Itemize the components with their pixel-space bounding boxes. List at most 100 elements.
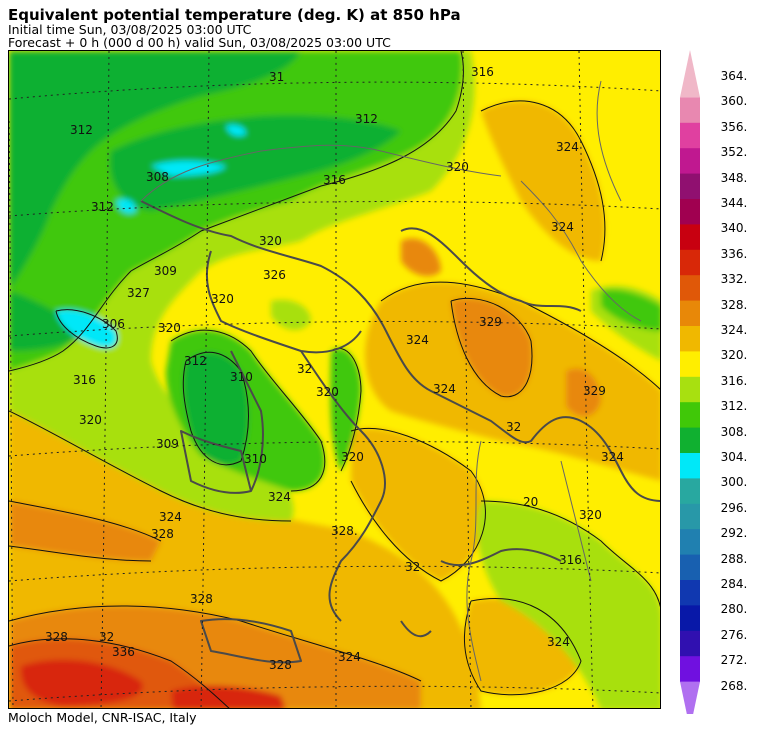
colorbar-swatch bbox=[680, 453, 700, 479]
field-308-312-central bbox=[183, 352, 249, 465]
colorbar-swatch bbox=[680, 630, 700, 657]
colorbar-tick-label: 352. bbox=[720, 145, 748, 160]
contour-label: 312 bbox=[355, 112, 378, 126]
contour-label: 336 bbox=[112, 645, 135, 659]
colorbar-legend bbox=[680, 50, 700, 714]
colorbar-tick-label: 288. bbox=[720, 551, 748, 566]
colorbar-tick-label: 284. bbox=[720, 577, 748, 591]
contour-label: 316 bbox=[73, 373, 96, 387]
field-328-332-southwest bbox=[9, 501, 161, 561]
colorbar-swatch bbox=[680, 249, 700, 276]
field-328-332-east bbox=[451, 298, 532, 397]
contour-label: 328 bbox=[45, 630, 68, 644]
contour-label: 329 bbox=[479, 315, 502, 329]
colorbar-tick-label: 296. bbox=[720, 500, 748, 515]
contour-label: 328 bbox=[269, 658, 292, 672]
field-304-308-alps1 bbox=[151, 160, 226, 176]
contour-label: 320 bbox=[579, 508, 602, 522]
colorbar-swatch bbox=[680, 351, 700, 378]
colorbar-swatch bbox=[680, 50, 700, 98]
field-308-312-west bbox=[9, 291, 91, 351]
colorbar-tick-label: 348. bbox=[720, 170, 748, 185]
field-308-312-north bbox=[9, 51, 301, 291]
colorbar-swatch bbox=[680, 376, 700, 403]
field-336-340-south2 bbox=[171, 685, 286, 708]
theta-e-field-map: 312 31 316 312 308 312 320 316 324 324 320 326 309 32… bbox=[9, 51, 660, 708]
contour-label: 324 bbox=[551, 220, 574, 234]
map-title: Equivalent potential temperature (deg. K… bbox=[8, 6, 461, 24]
colorbar-tick-label: 272. bbox=[720, 653, 748, 668]
colorbar-tick-label: 328. bbox=[720, 297, 748, 312]
colorbar-swatch bbox=[680, 580, 700, 606]
colorbar-swatch bbox=[680, 224, 700, 251]
contour-label: 309 bbox=[156, 437, 179, 451]
forecast-valid-time: Forecast + 0 h (000 d 00 h) valid Sun, 0… bbox=[8, 35, 391, 50]
field-324-328-central bbox=[351, 428, 486, 581]
colorbar-tick-label: 316. bbox=[720, 373, 748, 388]
colorbar-swatch bbox=[680, 656, 700, 683]
contour-label: 316. bbox=[559, 553, 586, 567]
colorbar-tick-label: 356. bbox=[720, 119, 748, 134]
contour-label: 326 bbox=[263, 268, 286, 282]
contour-label: 20 bbox=[523, 495, 538, 509]
contour-label: 324 bbox=[601, 450, 624, 464]
colorbar-tick-label: 304. bbox=[720, 450, 748, 464]
contour-label: 320 bbox=[446, 160, 469, 174]
colorbar-swatch bbox=[680, 402, 700, 429]
field-316-320-southeast bbox=[477, 501, 660, 708]
contour-label: 324 bbox=[406, 333, 429, 347]
contour-label: 316 bbox=[323, 173, 346, 187]
contour-label: 308 bbox=[146, 170, 169, 184]
colorbar-tick-label: 280. bbox=[720, 602, 748, 617]
graticule bbox=[9, 51, 660, 708]
contour-label: 329 bbox=[583, 384, 606, 398]
colorbar-swatch bbox=[680, 275, 700, 302]
contour-label: 324 bbox=[338, 650, 361, 664]
map-panel[interactable]: 312 31 316 312 308 312 320 316 324 324 320 326 309 32… bbox=[8, 50, 661, 709]
contour-label: 310 bbox=[230, 370, 253, 384]
initial-time: Initial time Sun, 03/08/2025 03:00 UTC bbox=[8, 22, 252, 37]
colorbar-swatch bbox=[680, 605, 700, 632]
contour-labels: 312 31 316 312 308 312 320 316 324 324 320 326 309 32… bbox=[45, 65, 624, 672]
colorbar-swatch bbox=[680, 148, 700, 175]
colorbar-tick-label: 344. bbox=[720, 196, 748, 210]
coastlines bbox=[140, 200, 660, 664]
colorbar-swatch bbox=[680, 681, 700, 714]
field-304-308-gulf bbox=[56, 309, 118, 348]
field-324-328-northeast bbox=[481, 101, 605, 261]
contour-label: 328 bbox=[190, 592, 213, 606]
contour-label: 316 bbox=[471, 65, 494, 79]
colorbar-tick-label: 336. bbox=[720, 246, 748, 261]
colorbar-tick-label: 308. bbox=[720, 424, 748, 439]
contour-label: 320 bbox=[316, 385, 339, 399]
contour-label: 309 bbox=[154, 264, 177, 278]
contour-label: 306 bbox=[102, 317, 125, 331]
contour-label: 31 bbox=[269, 70, 284, 84]
contour-label: 32 bbox=[506, 420, 521, 434]
colorbar-swatch bbox=[680, 529, 700, 556]
contour-label: 320 bbox=[79, 413, 102, 427]
contour-label: 312 bbox=[184, 354, 207, 368]
field-312-316-ridge bbox=[330, 348, 361, 471]
colorbar-swatch bbox=[680, 478, 700, 505]
contour-label: 324 bbox=[159, 510, 182, 524]
contour-label: 32 bbox=[297, 362, 312, 376]
contour-label: 320 bbox=[211, 292, 234, 306]
contour-label: 324 bbox=[433, 382, 456, 396]
colorbar-tick-label: 292. bbox=[720, 526, 748, 541]
field-316-320-islet bbox=[271, 299, 311, 331]
colorbar-tick-label: 276. bbox=[720, 627, 748, 642]
model-credit: Moloch Model, CNR-ISAC, Italy bbox=[8, 710, 197, 725]
contour-label: 32 bbox=[405, 560, 420, 574]
colorbar-swatch bbox=[680, 97, 700, 124]
field-304-308-alps3 bbox=[226, 124, 246, 136]
colorbar-tick-label: 324. bbox=[720, 323, 748, 337]
field-308-312-alps bbox=[110, 115, 402, 211]
colorbar-swatch bbox=[680, 300, 700, 327]
contour-label: 328. bbox=[331, 524, 358, 538]
contour-label: 324 bbox=[268, 490, 291, 504]
contour-label: 320 bbox=[158, 321, 181, 335]
field-312-316-east bbox=[601, 289, 660, 331]
contour-label: 324 bbox=[547, 635, 570, 649]
contour-label: 312 bbox=[70, 123, 93, 137]
